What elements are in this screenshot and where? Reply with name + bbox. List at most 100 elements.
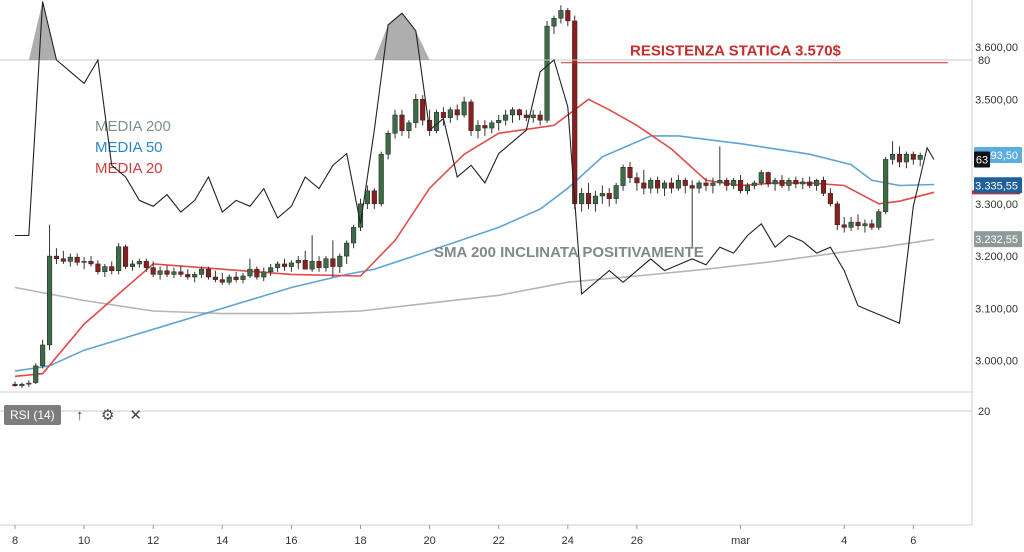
candle-body: [461, 101, 467, 116]
candle-body: [19, 383, 25, 386]
x-tick-label: 20: [423, 535, 435, 547]
candle-body: [509, 109, 516, 116]
candle-body: [309, 261, 315, 270]
candle-body: [475, 125, 481, 131]
candle-body: [413, 99, 419, 124]
candle-body: [102, 266, 108, 273]
candle-body: [537, 114, 543, 121]
candle-body: [848, 221, 854, 228]
candle-body: [820, 180, 827, 194]
candle-body: [143, 261, 149, 268]
y-tick-label: 3.000,00: [975, 356, 1018, 368]
candle-body: [164, 270, 170, 275]
resistance-annotation: RESISTENZA STATICA 3.570$: [630, 43, 842, 60]
candle-body: [12, 383, 18, 386]
candle-body: [689, 185, 695, 189]
candle-body: [178, 271, 184, 275]
candle-body: [109, 266, 115, 271]
price-label-text: 3.335,55: [975, 180, 1018, 192]
candle-body: [330, 258, 336, 267]
candle-body: [233, 276, 239, 280]
candle-body: [910, 153, 916, 160]
candle-body: [724, 180, 730, 186]
close-icon[interactable]: ✕: [129, 407, 142, 424]
candle-body: [890, 153, 896, 160]
candle-body: [765, 172, 771, 185]
candle-body: [696, 182, 702, 189]
candle-body: [157, 270, 163, 275]
candle-body: [620, 167, 626, 186]
rsi-label[interactable]: RSI (14): [4, 405, 61, 425]
rsi-overbought-area: [28, 1, 57, 60]
x-tick-label: 10: [78, 535, 90, 547]
candle-body: [281, 263, 288, 267]
legend-item: MEDIA 20: [95, 160, 163, 177]
candle-body: [254, 268, 260, 278]
price-label-text: 3.232,55: [975, 234, 1018, 246]
rsi-overbought-area: [374, 13, 430, 60]
candle-body: [751, 182, 757, 186]
x-tick-label: 24: [562, 535, 574, 547]
candle-body: [883, 159, 889, 212]
y-tick-label: 3.200,00: [975, 251, 1018, 263]
candle-body: [800, 181, 806, 185]
rsi-current-box: [974, 151, 990, 168]
y-tick-label: 3.600,00: [975, 42, 1018, 54]
x-tick-label: 6: [910, 535, 916, 547]
x-tick-label: 16: [285, 535, 297, 547]
candle-body: [855, 221, 861, 227]
x-tick-label: 8: [12, 535, 18, 547]
candle-body: [392, 114, 398, 134]
candle-body: [786, 180, 792, 186]
candle-body: [399, 114, 405, 131]
legend-item: MEDIA 200: [95, 118, 171, 135]
candle-body: [337, 255, 343, 267]
candle-body: [634, 177, 640, 184]
candle-body: [896, 153, 903, 163]
candle-body: [226, 276, 232, 283]
candle-body: [523, 114, 529, 118]
y-tick-label: 3.300,00: [975, 199, 1018, 211]
price-label-box: [974, 177, 1022, 194]
candle-body: [834, 203, 840, 225]
candle-body: [530, 114, 536, 118]
candle-body: [60, 258, 66, 262]
candle-body: [88, 261, 94, 265]
candle-body: [420, 99, 426, 121]
candle-body: [440, 112, 446, 118]
candle-body: [344, 242, 350, 257]
candle-body: [717, 180, 723, 184]
candle-body: [613, 185, 619, 199]
candle-body: [468, 101, 474, 131]
candle-body: [302, 260, 308, 270]
candle-body: [219, 279, 225, 283]
candle-body: [655, 180, 661, 189]
candle-body: [378, 153, 384, 205]
legend-item: MEDIA 50: [95, 139, 163, 156]
candle-body: [205, 268, 212, 278]
candle-body: [116, 246, 122, 271]
candle-body: [295, 260, 301, 264]
candle-body: [779, 180, 785, 186]
candle-body: [47, 255, 53, 346]
candle-body: [433, 112, 440, 131]
candle-body: [793, 180, 799, 185]
x-tick-label: 4: [841, 535, 847, 547]
candle-body: [364, 190, 370, 205]
price-label-box: [974, 231, 1022, 248]
y-tick-label: 3.100,00: [975, 303, 1018, 315]
candle-body: [454, 109, 460, 116]
candle-body: [150, 267, 156, 275]
candle-body: [668, 182, 675, 189]
candle-body: [758, 172, 764, 184]
candle-body: [814, 180, 820, 186]
candle-body: [67, 256, 73, 262]
rsi-tick-label: 20: [978, 406, 990, 418]
candle-body: [357, 203, 364, 228]
candle-body: [199, 268, 205, 275]
rsi-line: [15, 1, 935, 325]
candle-body: [903, 153, 909, 163]
gear-icon[interactable]: ⚙: [100, 407, 115, 424]
arrow-up-icon[interactable]: ↑: [75, 406, 84, 424]
